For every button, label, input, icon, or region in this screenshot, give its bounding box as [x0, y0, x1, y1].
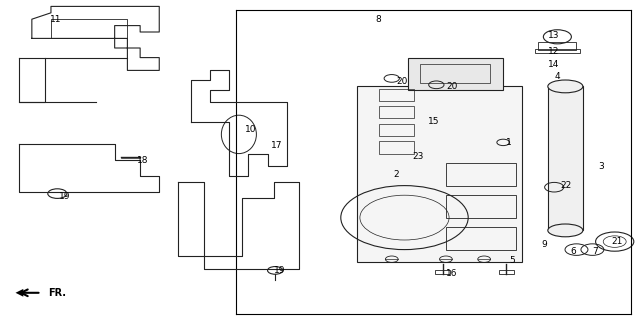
Ellipse shape — [548, 80, 583, 93]
Text: 17: 17 — [271, 141, 282, 150]
Text: 22: 22 — [561, 181, 572, 190]
Text: 11: 11 — [50, 15, 61, 24]
Bar — [499, 270, 514, 274]
Bar — [435, 270, 450, 274]
Bar — [446, 195, 516, 218]
Text: 2: 2 — [394, 170, 399, 179]
Bar — [379, 124, 414, 136]
Text: 20: 20 — [446, 82, 457, 91]
Text: 14: 14 — [548, 60, 559, 68]
Text: 7: 7 — [592, 247, 598, 256]
Text: 12: 12 — [548, 47, 559, 56]
Text: 16: 16 — [446, 269, 457, 278]
Text: 20: 20 — [396, 77, 408, 86]
Ellipse shape — [548, 224, 583, 237]
Text: 8: 8 — [376, 15, 382, 24]
Text: 19: 19 — [59, 192, 70, 201]
Bar — [357, 86, 522, 262]
Text: 1: 1 — [506, 138, 512, 147]
Bar — [379, 89, 414, 101]
Text: 23: 23 — [413, 152, 424, 161]
Bar — [408, 58, 503, 90]
Text: 19: 19 — [274, 266, 285, 275]
Text: 3: 3 — [599, 162, 605, 171]
Bar — [420, 64, 490, 83]
Text: 13: 13 — [548, 31, 559, 40]
Bar — [538, 42, 576, 50]
Text: 21: 21 — [612, 237, 623, 246]
Bar — [446, 163, 516, 186]
Bar — [379, 106, 414, 118]
Text: 9: 9 — [541, 240, 547, 249]
Text: 5: 5 — [510, 256, 515, 265]
Bar — [379, 141, 414, 154]
Bar — [535, 49, 580, 53]
Bar — [446, 227, 516, 250]
Text: FR.: FR. — [48, 288, 66, 298]
Bar — [548, 86, 583, 230]
Text: 4: 4 — [554, 72, 560, 81]
Text: 18: 18 — [137, 156, 148, 164]
Text: 6: 6 — [570, 247, 576, 256]
Text: 10: 10 — [245, 125, 257, 134]
Text: 15: 15 — [428, 117, 440, 126]
